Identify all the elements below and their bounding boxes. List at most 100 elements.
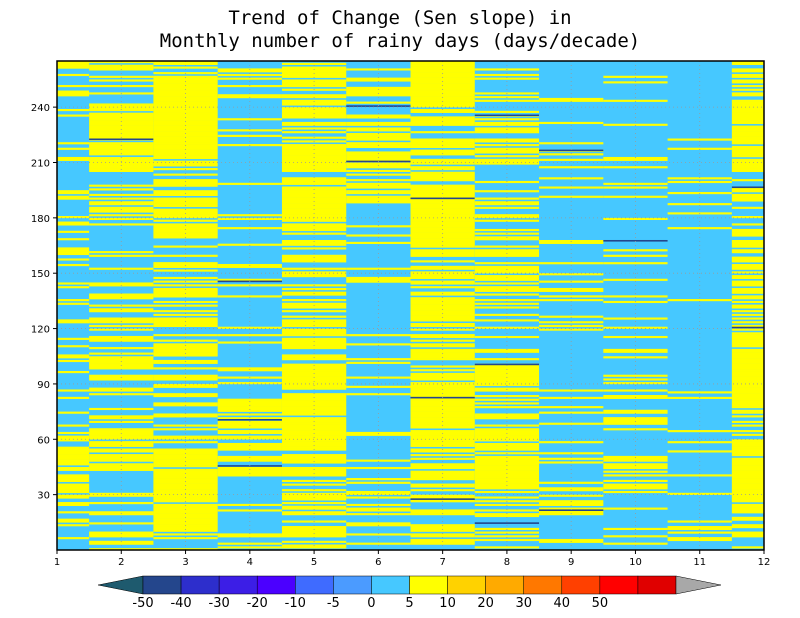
heatmap-cell-positive: [667, 391, 732, 394]
heatmap-cell-positive: [57, 431, 90, 435]
heatmap-cell-positive: [281, 247, 347, 250]
heatmap-cell-positive: [153, 265, 218, 268]
heatmap-cell-positive: [410, 529, 475, 532]
heatmap-cell-positive: [474, 461, 540, 464]
heatmap-cell-positive: [89, 417, 154, 420]
heatmap-cell-positive: [57, 258, 90, 261]
heatmap-cell-positive: [57, 461, 90, 464]
heatmap-cell-positive: [346, 490, 411, 494]
heatmap-cell-positive: [731, 88, 764, 91]
heatmap-cell-positive: [153, 343, 218, 346]
heatmap-cell-positive: [346, 114, 411, 117]
heatmap-cell-positive: [539, 186, 604, 189]
heatmap-cell-positive: [474, 158, 540, 161]
heatmap-cell-positive: [57, 114, 90, 117]
heatmap-cell-positive: [731, 101, 764, 104]
heatmap-cell-positive: [281, 199, 347, 202]
heatmap-cell-positive: [153, 230, 218, 233]
heatmap-cell-positive: [153, 450, 218, 453]
heatmap-cell-positive: [731, 444, 764, 447]
heatmap-cell-positive: [281, 275, 347, 278]
heatmap-cell-positive: [281, 206, 347, 209]
heatmap-cell-positive: [153, 219, 218, 222]
heatmap-cell-positive: [281, 385, 347, 388]
heatmap-cell-positive: [474, 383, 540, 387]
heatmap-cell-positive: [346, 431, 411, 435]
heatmap-cell-positive: [217, 118, 282, 121]
heatmap-cell-positive: [57, 496, 90, 499]
heatmap-cell-positive: [474, 435, 540, 438]
heatmap-cell-positive: [153, 155, 218, 158]
colorbar-segment: [180, 575, 220, 595]
heatmap-cell-positive: [731, 197, 764, 200]
heatmap-cell-positive: [410, 323, 475, 326]
heatmap-cell-positive: [89, 442, 154, 446]
heatmap-cell-positive: [217, 533, 282, 536]
heatmap-cell-positive: [603, 485, 668, 488]
heatmap-cell-positive: [153, 350, 218, 353]
heatmap-cell-positive: [57, 459, 90, 462]
heatmap-cell-positive: [474, 110, 540, 113]
y-axis-tick-label: 90: [37, 380, 50, 391]
heatmap-cell-positive: [474, 466, 540, 470]
heatmap-cell-positive: [153, 481, 218, 484]
colorbar-label: 50: [592, 596, 609, 611]
heatmap-cell-positive: [57, 389, 90, 392]
heatmap-cell-positive: [731, 452, 764, 455]
heatmap-cell-positive: [153, 323, 218, 326]
heatmap-cell-positive: [346, 153, 411, 156]
heatmap-cell-positive: [281, 446, 347, 449]
heatmap-cell-positive: [731, 310, 764, 313]
heatmap-cell-positive: [57, 455, 90, 459]
heatmap-cell-positive: [281, 162, 347, 165]
heatmap-cell-positive: [217, 94, 282, 97]
heatmap-cell-positive: [474, 514, 540, 518]
heatmap-cell-positive: [281, 108, 347, 112]
colorbar-segment: [409, 575, 448, 595]
heatmap-cell-positive: [281, 474, 347, 477]
heatmap-cell-positive: [281, 422, 347, 425]
heatmap-cell-positive: [731, 371, 764, 374]
heatmap-cell-positive: [410, 354, 475, 357]
heatmap-cell-positive: [539, 158, 604, 161]
heatmap-cell-positive: [474, 162, 540, 165]
heatmap-cell-positive: [410, 417, 475, 420]
heatmap-cell-positive: [281, 182, 347, 185]
heatmap-cell-positive: [667, 203, 732, 206]
heatmap-cell-positive: [410, 450, 475, 453]
heatmap-cell-positive: [217, 73, 282, 77]
heatmap-cell-positive: [57, 84, 90, 88]
heatmap-cell-positive: [153, 105, 218, 108]
heatmap-cell-positive: [281, 363, 347, 366]
heatmap-cell-positive: [410, 439, 475, 442]
heatmap-cell-positive: [281, 70, 347, 73]
heatmap-cell-positive: [89, 61, 154, 64]
heatmap-cell-positive: [89, 66, 154, 69]
x-axis-tick-label: 11: [693, 557, 706, 568]
heatmap-cell-positive: [153, 454, 218, 457]
heatmap-cell-positive: [731, 190, 764, 193]
heatmap-cell-positive: [410, 411, 475, 414]
heatmap-cell-positive: [57, 286, 90, 289]
heatmap-cell-positive: [281, 131, 347, 134]
heatmap-cell-positive: [603, 278, 668, 281]
heatmap-cell-positive: [410, 77, 475, 80]
heatmap-cell-positive: [153, 103, 218, 106]
heatmap-cell-positive: [731, 394, 764, 398]
heatmap-cell-positive: [731, 243, 764, 246]
heatmap-cell-positive: [731, 343, 764, 346]
heatmap-cell-positive: [539, 241, 604, 244]
heatmap-cell-positive: [153, 293, 218, 296]
heatmap-cell-positive: [731, 420, 764, 423]
heatmap-cell-positive: [281, 409, 347, 412]
heatmap-cell-negative: [474, 522, 540, 524]
heatmap-cell-positive: [346, 179, 411, 182]
heatmap-cell-positive: [603, 350, 668, 353]
heatmap-cell-positive: [57, 396, 90, 399]
heatmap-cell-positive: [346, 507, 411, 510]
heatmap-cell-positive: [89, 169, 154, 173]
heatmap-cell-positive: [153, 127, 218, 130]
heatmap-cell-positive: [89, 201, 154, 204]
heatmap-cell-positive: [281, 369, 347, 372]
heatmap-cell-positive: [281, 293, 347, 296]
